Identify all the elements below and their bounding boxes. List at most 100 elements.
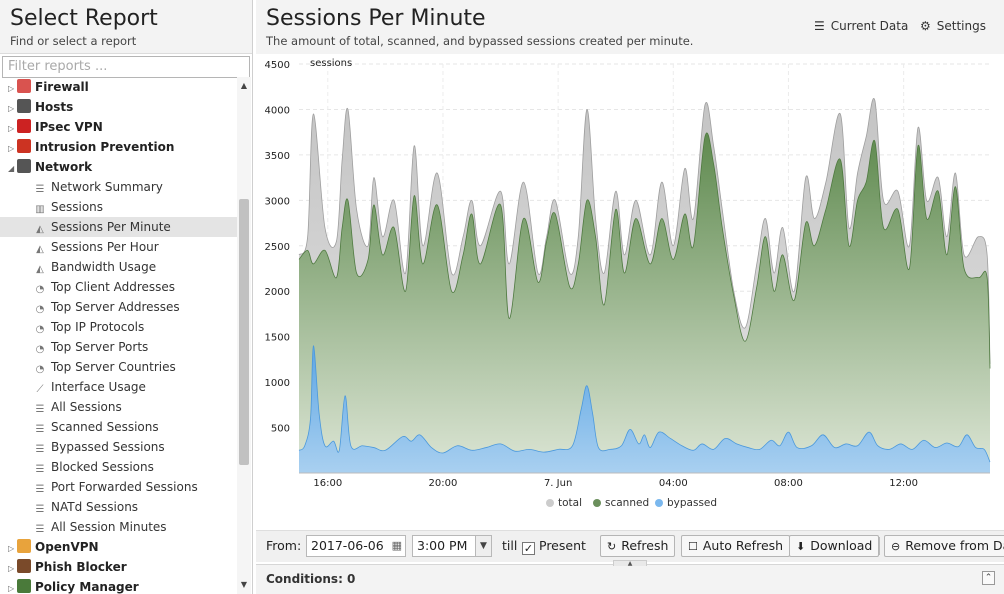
area-chart-icon: ◭	[36, 264, 44, 275]
remove-from-dashboard-button[interactable]: ⊖ Remove from Das	[884, 535, 1004, 557]
y-tick-label: 3500	[265, 151, 290, 162]
present-checkbox[interactable]: ✓ Present	[522, 536, 586, 558]
hosts-icon	[17, 99, 31, 113]
tree-category-label: Network	[35, 160, 93, 174]
tree-report-label: NATd Sessions	[51, 500, 139, 514]
tree-report-all-sessions[interactable]: ☰ All Sessions	[0, 397, 237, 417]
series-line-total	[298, 97, 991, 364]
pie-chart-icon: ◔	[35, 284, 45, 295]
tree-report-bypassed-sessions[interactable]: ☰ Bypassed Sessions	[0, 437, 237, 457]
tree-category-hosts[interactable]: ▷ Hosts	[0, 97, 237, 117]
caret-right-icon[interactable]: ▷	[8, 584, 15, 593]
tree-report-label: Bandwidth Usage	[51, 260, 157, 274]
legend-swatch-total	[546, 499, 554, 507]
from-time-field[interactable]: 3:00 PM ▼	[412, 535, 492, 557]
legend-label-total: total	[558, 497, 582, 509]
from-time-value: 3:00 PM	[417, 538, 468, 553]
caret-right-icon[interactable]: ▷	[8, 104, 15, 113]
auto-refresh-button[interactable]: ☐ Auto Refresh	[681, 535, 791, 557]
scroll-down-arrow-icon[interactable]: ▼	[240, 580, 248, 589]
caret-right-icon[interactable]: ▷	[8, 144, 15, 153]
y-tick-label: 1000	[265, 378, 290, 389]
refresh-label: Refresh	[621, 538, 669, 553]
bar-chart-icon: ▥	[35, 204, 45, 215]
tree-report-top-client-addresses[interactable]: ◔ Top Client Addresses	[0, 277, 237, 297]
tree-category-phish-blocker[interactable]: ▷ Phish Blocker	[0, 557, 237, 577]
caret-right-icon[interactable]: ▷	[8, 124, 15, 133]
tree-category-label: Intrusion Prevention	[35, 140, 175, 154]
sessions-chart[interactable]: 500 1000 1500 2000 2500 3000 3500 4000 4500 16:00…	[256, 54, 1004, 530]
tree-report-scanned-sessions[interactable]: ☰ Scanned Sessions	[0, 417, 237, 437]
tree-report-top-ip-protocols[interactable]: ◔ Top IP Protocols	[0, 317, 237, 337]
refresh-icon: ↻	[607, 540, 617, 553]
toolbar-separator	[879, 537, 880, 555]
x-tick-label: 12:00	[889, 478, 918, 489]
refresh-button[interactable]: ↻ Refresh	[600, 535, 676, 557]
settings-label: Settings	[936, 19, 986, 33]
checkbox-checked-icon[interactable]: ✓	[522, 542, 535, 555]
calendar-icon[interactable]: ▦	[391, 539, 402, 552]
report-description: The amount of total, scanned, and bypass…	[266, 34, 694, 48]
tree-report-port-forwarded-sessions[interactable]: ☰ Port Forwarded Sessions	[0, 477, 237, 497]
tree-report-interface-usage[interactable]: ⟋ Interface Usage	[0, 377, 237, 397]
tree-report-natd-sessions[interactable]: ☰ NATd Sessions	[0, 497, 237, 517]
y-tick-label: 4500	[265, 60, 290, 71]
chevron-down-icon[interactable]: ▼	[475, 536, 491, 556]
tree-report-label: Network Summary	[51, 180, 163, 194]
legend-label-bypassed: bypassed	[667, 497, 717, 509]
tree-category-network[interactable]: ◢ Network	[0, 157, 237, 177]
lock-icon	[17, 119, 31, 133]
tree-report-sessions-per-hour[interactable]: ◭ Sessions Per Hour	[0, 237, 237, 257]
tree-category-label: IPsec VPN	[35, 120, 103, 134]
expand-conditions-icon[interactable]: ⌃	[982, 571, 995, 585]
tree-category-firewall[interactable]: ▷ Firewall	[0, 77, 237, 97]
square-icon: ☐	[688, 540, 698, 553]
tree-category-ipsec-vpn[interactable]: ▷ IPsec VPN	[0, 117, 237, 137]
tree-report-label: Port Forwarded Sessions	[51, 480, 198, 494]
caret-right-icon[interactable]: ▷	[8, 564, 15, 573]
report-selector-header: Select Report Find or select a report	[0, 0, 252, 54]
report-header: Sessions Per Minute The amount of total,…	[256, 0, 1004, 54]
tree-report-label: Bypassed Sessions	[51, 440, 165, 454]
chart-container: 500 1000 1500 2000 2500 3000 3500 4000 4500 16:00…	[256, 54, 1004, 530]
tree-report-blocked-sessions[interactable]: ☰ Blocked Sessions	[0, 457, 237, 477]
present-label: Present	[539, 538, 586, 553]
tree-report-top-server-countries[interactable]: ◔ Top Server Countries	[0, 357, 237, 377]
legend-swatch-bypassed	[655, 499, 663, 507]
area-chart-icon: ◭	[36, 224, 44, 235]
caret-down-icon[interactable]: ◢	[8, 164, 15, 173]
list-icon: ☰	[814, 19, 825, 33]
filter-reports-input[interactable]	[2, 55, 250, 78]
tree-report-top-server-addresses[interactable]: ◔ Top Server Addresses	[0, 297, 237, 317]
scroll-thumb[interactable]	[239, 199, 249, 465]
tree-report-all-session-minutes[interactable]: ☰ All Session Minutes	[0, 517, 237, 537]
tree-category-openvpn[interactable]: ▷ OpenVPN	[0, 537, 237, 557]
tree-report-sessions-per-minute[interactable]: ◭ Sessions Per Minute	[0, 217, 237, 237]
download-button[interactable]: ⬇ Download	[789, 535, 880, 557]
tree-report-sessions[interactable]: ▥ Sessions	[0, 197, 237, 217]
filter-wrapper	[2, 55, 250, 78]
caret-right-icon[interactable]: ▷	[8, 84, 15, 93]
scroll-up-arrow-icon[interactable]: ▲	[240, 81, 248, 90]
series-area-scanned	[299, 132, 990, 473]
collapse-handle-icon[interactable]: ▲	[613, 560, 647, 567]
tree-category-intrusion-prevention[interactable]: ▷ Intrusion Prevention	[0, 137, 237, 157]
y-tick-label: 3000	[265, 196, 290, 207]
tree-report-network-summary[interactable]: ☰ Network Summary	[0, 177, 237, 197]
y-tick-label: 2000	[265, 287, 290, 298]
settings-button[interactable]: ⚙ Settings	[920, 19, 986, 33]
tree-report-bandwidth-usage[interactable]: ◭ Bandwidth Usage	[0, 257, 237, 277]
caret-right-icon[interactable]: ▷	[8, 544, 15, 553]
download-label: Download	[810, 538, 873, 553]
current-data-button[interactable]: ☰ Current Data	[814, 19, 908, 33]
legend-label-scanned: scanned	[605, 497, 649, 509]
tree-report-label: Sessions	[51, 200, 104, 214]
conditions-label: Conditions: 0	[266, 572, 356, 586]
pie-chart-icon: ◔	[35, 364, 45, 375]
tree-category-policy-manager[interactable]: ▷ Policy Manager	[0, 577, 237, 594]
report-selector-panel: Select Report Find or select a report ▷ F…	[0, 0, 253, 594]
tree-report-top-server-ports[interactable]: ◔ Top Server Ports	[0, 337, 237, 357]
list-icon: ☰	[35, 444, 45, 455]
tree-scrollbar[interactable]: ▲ ▼	[237, 77, 251, 594]
from-date-field[interactable]: 2017-06-06 ▦	[306, 535, 406, 557]
